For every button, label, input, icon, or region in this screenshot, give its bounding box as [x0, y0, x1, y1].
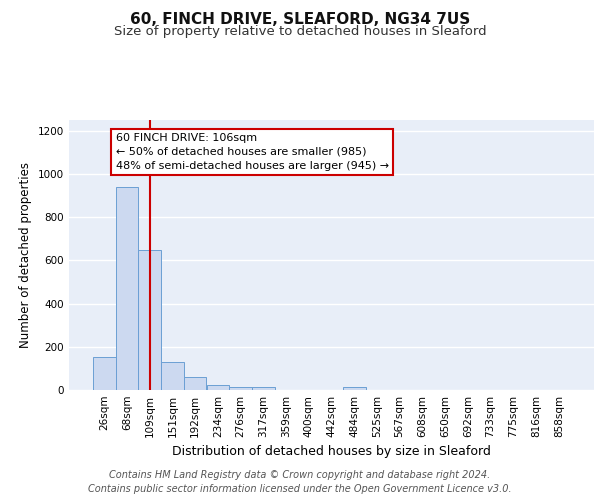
Text: 60, FINCH DRIVE, SLEAFORD, NG34 7US: 60, FINCH DRIVE, SLEAFORD, NG34 7US: [130, 12, 470, 28]
Bar: [184, 377, 206, 390]
Bar: [229, 388, 252, 390]
Bar: [116, 187, 139, 390]
X-axis label: Distribution of detached houses by size in Sleaford: Distribution of detached houses by size …: [172, 446, 491, 458]
Text: 60 FINCH DRIVE: 106sqm
← 50% of detached houses are smaller (985)
48% of semi-de: 60 FINCH DRIVE: 106sqm ← 50% of detached…: [116, 133, 389, 171]
Bar: [139, 250, 161, 390]
Bar: [93, 356, 116, 390]
Bar: [343, 387, 365, 390]
Text: Size of property relative to detached houses in Sleaford: Size of property relative to detached ho…: [113, 25, 487, 38]
Y-axis label: Number of detached properties: Number of detached properties: [19, 162, 32, 348]
Bar: [161, 362, 184, 390]
Text: Contains HM Land Registry data © Crown copyright and database right 2024.
Contai: Contains HM Land Registry data © Crown c…: [88, 470, 512, 494]
Bar: [206, 384, 229, 390]
Bar: [252, 388, 275, 390]
